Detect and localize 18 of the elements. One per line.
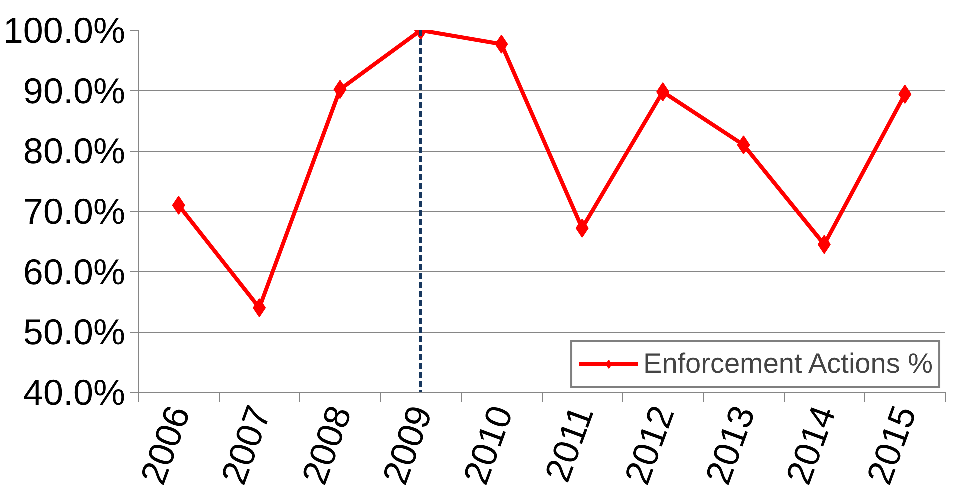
x-tick-label: 2009 — [374, 400, 440, 490]
x-tick-label: 2006 — [132, 400, 198, 490]
y-tick-label: 80.0% — [23, 130, 126, 172]
x-tick-label: 2011 — [536, 400, 602, 488]
y-tick-label: 90.0% — [23, 70, 126, 112]
y-tick-label: 40.0% — [23, 372, 126, 413]
x-tick-label: 2012 — [616, 400, 682, 490]
x-tick-label: 2013 — [697, 400, 764, 490]
x-tick-label: 2008 — [294, 400, 360, 490]
x-tick-label: 2007 — [212, 400, 279, 490]
y-tick-label: 60.0% — [23, 251, 126, 292]
y-tick-label: 70.0% — [23, 191, 126, 232]
x-tick-label: 2010 — [454, 400, 521, 490]
x-tick-label: 2015 — [858, 400, 924, 490]
y-tick-label: 100.0% — [3, 10, 126, 51]
y-tick-label: 50.0% — [23, 312, 126, 353]
x-tick-label: 2014 — [778, 400, 844, 490]
legend-label: Enforcement Actions % — [644, 348, 933, 380]
